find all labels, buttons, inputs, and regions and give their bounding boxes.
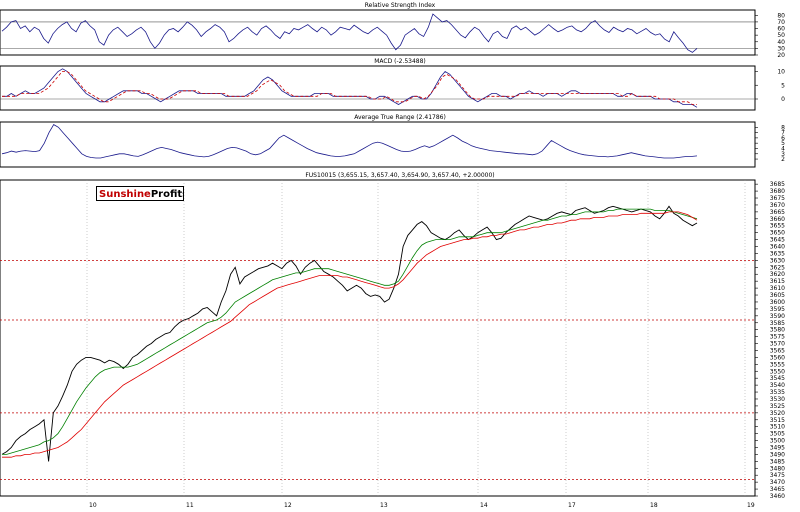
macd-ytick-label: 5 bbox=[781, 82, 785, 89]
rsi-ytick-label: 40 bbox=[777, 39, 785, 46]
price-panel: FUS10015 (3,655.15, 3,657.40, 3,654.90, … bbox=[0, 172, 785, 509]
price-ytick-label: 3650 bbox=[770, 230, 785, 237]
price-ytick-label: 3610 bbox=[770, 285, 785, 292]
price-ytick-label: 3505 bbox=[770, 431, 785, 438]
price-ytick-label: 3570 bbox=[770, 341, 785, 348]
x-tick-label: 11 bbox=[186, 502, 194, 509]
atr-ytick-label: 4 bbox=[781, 145, 785, 152]
price-ytick-label: 3530 bbox=[770, 396, 785, 403]
price-ytick-label: 3640 bbox=[770, 244, 785, 251]
price-ytick-label: 3470 bbox=[770, 479, 785, 486]
price-ytick-label: 3630 bbox=[770, 257, 785, 264]
rsi-title: Relative Strength Index bbox=[365, 2, 436, 9]
macd-series-1 bbox=[2, 71, 697, 105]
atr-ytick-label: 7 bbox=[781, 130, 785, 137]
rsi-frame bbox=[0, 9, 756, 56]
x-tick-label: 19 bbox=[747, 502, 755, 509]
x-tick-label: 13 bbox=[380, 502, 388, 509]
price-ytick-label: 3550 bbox=[770, 368, 785, 375]
logo-part-profits: Profits.com bbox=[150, 189, 183, 200]
price-ytick-label: 3565 bbox=[770, 347, 785, 354]
price-ytick-label: 3620 bbox=[770, 271, 785, 278]
price-ytick-label: 3605 bbox=[770, 292, 785, 299]
macd-frame bbox=[0, 65, 756, 111]
price-ytick-label: 3460 bbox=[770, 493, 785, 500]
price-ytick-label: 3685 bbox=[770, 181, 785, 188]
price-ytick-label: 3495 bbox=[770, 444, 785, 451]
x-tick-label: 10 bbox=[89, 502, 97, 509]
rsi-ytick-label: 20 bbox=[777, 52, 785, 59]
x-tick-label: 12 bbox=[284, 502, 292, 509]
macd-ytick-label: 0 bbox=[781, 96, 785, 103]
price-ytick-label: 3660 bbox=[770, 216, 785, 223]
x-tick-label: 18 bbox=[650, 502, 658, 509]
price-ytick-label: 3580 bbox=[770, 327, 785, 334]
price-ytick-label: 3670 bbox=[770, 202, 785, 209]
rsi-ytick-label: 30 bbox=[777, 45, 785, 52]
rsi-ytick-label: 50 bbox=[777, 32, 785, 39]
price-ytick-label: 3520 bbox=[770, 410, 785, 417]
rsi-ytick-label: 70 bbox=[777, 19, 785, 26]
price-ytick-label: 3555 bbox=[770, 361, 785, 368]
sunshine-profits-logo: SunshineProfits.com bbox=[96, 186, 184, 201]
x-tick-label: 14 bbox=[480, 502, 488, 509]
price-series-2 bbox=[2, 211, 698, 458]
price-ytick-label: 3525 bbox=[770, 403, 785, 410]
price-frame bbox=[0, 179, 756, 497]
atr-ytick-label: 3 bbox=[781, 151, 785, 158]
rsi-series-0 bbox=[1, 13, 698, 53]
atr-series-0 bbox=[1, 124, 698, 159]
price-ytick-label: 3595 bbox=[770, 306, 785, 313]
price-ytick-label: 3490 bbox=[770, 451, 785, 458]
price-ytick-label: 3625 bbox=[770, 264, 785, 271]
price-ytick-label: 3575 bbox=[770, 334, 785, 341]
price-ytick-label: 3545 bbox=[770, 375, 785, 382]
price-ytick-label: 3500 bbox=[770, 438, 785, 445]
atr-ytick-label: 6 bbox=[781, 135, 785, 142]
rsi-ytick-label: 80 bbox=[777, 12, 785, 19]
rsi-ytick-label: 60 bbox=[777, 26, 785, 33]
price-ytick-label: 3645 bbox=[770, 237, 785, 244]
price-ytick-label: 3615 bbox=[770, 278, 785, 285]
price-title: FUS10015 (3,655.15, 3,657.40, 3,654.90, … bbox=[305, 172, 494, 179]
price-ytick-label: 3600 bbox=[770, 299, 785, 306]
atr-title: Average True Range (2.41786) bbox=[354, 114, 446, 121]
price-ytick-label: 3675 bbox=[770, 195, 785, 202]
atr-ytick-label: 5 bbox=[781, 140, 785, 147]
atr-ytick-label: 2 bbox=[781, 156, 785, 163]
price-ytick-label: 3485 bbox=[770, 458, 785, 465]
price-ytick-label: 3475 bbox=[770, 472, 785, 479]
price-series-0 bbox=[1, 205, 698, 462]
logo-part-sunshine: Sunshine bbox=[99, 189, 151, 200]
price-ytick-label: 3560 bbox=[770, 354, 785, 361]
price-ytick-label: 3590 bbox=[770, 313, 785, 320]
price-ytick-label: 3585 bbox=[770, 320, 785, 327]
atr-ytick-label: 8 bbox=[781, 124, 785, 131]
price-ytick-label: 3480 bbox=[770, 465, 785, 472]
price-ytick-label: 3655 bbox=[770, 223, 785, 230]
atr-frame bbox=[0, 121, 756, 168]
price-ytick-label: 3540 bbox=[770, 382, 785, 389]
price-ytick-label: 3635 bbox=[770, 250, 785, 257]
price-ytick-label: 3680 bbox=[770, 188, 785, 195]
macd-ytick-label: 10 bbox=[777, 69, 785, 76]
price-series-1 bbox=[2, 208, 698, 455]
price-ytick-label: 3510 bbox=[770, 424, 785, 431]
x-tick-label: 17 bbox=[568, 502, 576, 509]
price-ytick-label: 3465 bbox=[770, 486, 785, 493]
macd-title: MACD (-2.53488) bbox=[374, 58, 426, 65]
macd-panel: MACD (-2.53488) 0 5 10 bbox=[0, 58, 785, 111]
price-ytick-label: 3665 bbox=[770, 209, 785, 216]
price-ytick-label: 3535 bbox=[770, 389, 785, 396]
price-ytick-label: 3515 bbox=[770, 417, 785, 424]
